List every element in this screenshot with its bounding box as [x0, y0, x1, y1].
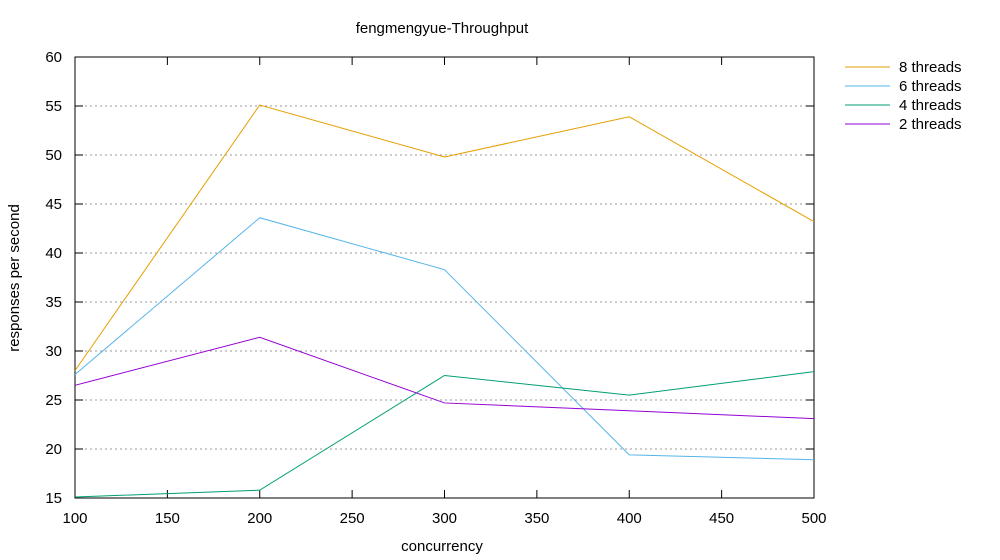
y-tick-label: 30 [45, 343, 62, 360]
plot-frame [74, 56, 815, 499]
x-tick-label: 400 [617, 510, 642, 527]
legend-label: 2 threads [899, 116, 962, 133]
grid-lines [75, 105, 814, 450]
y-tick-label: 50 [45, 147, 62, 164]
series-line [74, 371, 815, 498]
y-axis: 15 20 25 30 35 40 45 50 55 60 [45, 49, 814, 507]
legend-label: 8 threads [899, 59, 962, 76]
x-tick-label: 450 [709, 510, 734, 527]
y-tick-label: 45 [45, 196, 62, 213]
chart-title: fengmengyue-Throughput [356, 20, 529, 37]
x-tick-label: 500 [801, 510, 826, 527]
series-lines [74, 104, 815, 498]
legend: 8 threads 6 threads 4 threads 2 threads [845, 59, 962, 133]
legend-label: 4 threads [899, 97, 962, 114]
x-tick-label: 350 [524, 510, 549, 527]
series-line [74, 217, 815, 461]
series-line [74, 104, 815, 371]
x-tick-label: 200 [247, 510, 272, 527]
x-tick-label: 300 [432, 510, 457, 527]
legend-label: 6 threads [899, 78, 962, 95]
y-axis-label: responses per second [6, 204, 23, 352]
x-tick-label: 100 [62, 510, 87, 527]
series-line [74, 336, 815, 420]
x-tick-label: 150 [155, 510, 180, 527]
y-tick-label: 55 [45, 98, 62, 115]
y-tick-label: 20 [45, 441, 62, 458]
x-axis: 100 150 200 250 300 350 400 450 500 [62, 57, 827, 527]
y-tick-label: 35 [45, 294, 62, 311]
y-tick-label: 15 [45, 490, 62, 507]
y-tick-label: 40 [45, 245, 62, 262]
y-tick-label: 25 [45, 392, 62, 409]
y-tick-label: 60 [45, 49, 62, 66]
x-tick-label: 250 [340, 510, 365, 527]
x-axis-label: concurrency [401, 538, 483, 555]
